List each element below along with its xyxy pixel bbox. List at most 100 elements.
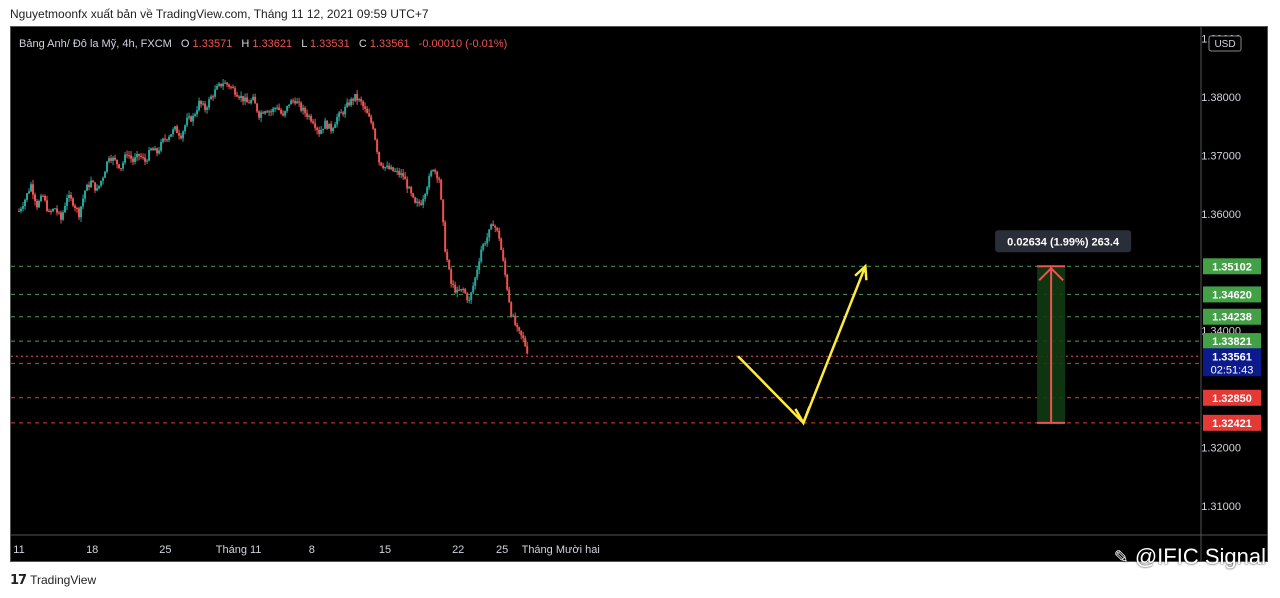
candle-body <box>346 102 349 107</box>
candle-body <box>522 335 525 339</box>
candle-body <box>492 224 495 227</box>
x-tick-label: 25 <box>159 544 171 556</box>
candle-body <box>502 249 505 261</box>
candle-body <box>386 165 389 168</box>
candle-body <box>142 157 145 159</box>
candle-body <box>516 324 519 328</box>
candle-body <box>462 288 465 290</box>
price-level-lines <box>11 265 1201 424</box>
candle-body <box>390 167 393 170</box>
measure-label-bg <box>995 230 1132 253</box>
candle-body <box>140 155 143 158</box>
candle-body <box>384 167 387 169</box>
candle-body <box>360 99 363 102</box>
candle-body <box>106 161 109 172</box>
candle-body <box>460 288 463 291</box>
candle-body <box>40 195 43 201</box>
candle-body <box>162 138 165 142</box>
candle-body <box>364 106 367 109</box>
candle-body <box>84 190 87 199</box>
candle-body <box>326 120 329 129</box>
arrow-head <box>854 263 868 281</box>
candle-body <box>278 107 281 110</box>
candle-body <box>310 115 313 122</box>
candle-body <box>276 107 279 109</box>
price-level-text: 1.34238 <box>1212 312 1252 324</box>
candle-body <box>174 126 177 130</box>
candle-body <box>308 115 311 117</box>
candle-body <box>120 168 123 170</box>
candle-body <box>108 158 111 162</box>
candle-body <box>166 139 169 141</box>
candle-body <box>212 96 215 98</box>
candle-body <box>470 292 473 300</box>
candle-body <box>366 108 369 114</box>
candle-body <box>90 180 93 188</box>
feather-icon: ✎ <box>1113 546 1129 567</box>
candle-body <box>36 200 39 208</box>
candle-body <box>472 285 475 293</box>
candle-body <box>514 315 517 325</box>
candle-body <box>200 100 203 105</box>
candle-body <box>406 179 409 189</box>
price-level-text: 1.34620 <box>1212 289 1252 301</box>
candle-body <box>80 206 83 218</box>
candle-body <box>248 102 251 104</box>
candle-body <box>118 164 121 169</box>
candle-body <box>44 196 47 201</box>
candle-body <box>412 193 415 198</box>
candle-body <box>172 129 175 135</box>
price-level-text: 1.32421 <box>1212 418 1252 430</box>
candle-body <box>322 128 325 130</box>
price-chart-svg[interactable]: 0.02634 (1.99%) 263.4 1.390001.380001.37… <box>11 27 1267 561</box>
candle-body <box>300 102 303 111</box>
x-tick-label: 18 <box>86 544 98 556</box>
candle-body <box>182 131 185 139</box>
candle-body <box>306 113 309 117</box>
candle-body <box>356 93 359 101</box>
candle-body <box>256 103 259 112</box>
candle-body <box>272 108 275 112</box>
candle-body <box>414 197 417 203</box>
price-level-tag <box>1203 333 1261 350</box>
chart-area[interactable]: 0.02634 (1.99%) 263.4 1.390001.380001.37… <box>10 26 1268 562</box>
price-level-tag <box>1203 258 1261 275</box>
candle-body <box>466 293 469 301</box>
candle-body <box>368 113 371 117</box>
y-tick-label: 1.36000 <box>1201 209 1241 221</box>
candle-body <box>456 289 459 293</box>
measure-label-text: 0.02634 (1.99%) 263.4 <box>1007 236 1120 248</box>
projection-arrow <box>737 263 868 426</box>
candle-body <box>420 203 423 206</box>
candle-body <box>252 96 255 101</box>
x-tick-label: 22 <box>452 544 464 556</box>
candle-body <box>318 129 321 134</box>
candle-body <box>518 327 521 331</box>
tradingview-mark-icon: 𝟭𝟳 <box>10 572 27 587</box>
candle-body <box>332 127 335 132</box>
candle-body <box>102 177 105 181</box>
candle-body <box>178 133 181 136</box>
candle-body <box>458 289 461 291</box>
x-tick-label: 25 <box>496 544 508 556</box>
candle-body <box>320 129 323 134</box>
high-value: 1.33621 <box>252 38 292 50</box>
candle-body <box>524 338 527 347</box>
candle-body <box>110 158 113 161</box>
candle-body <box>476 269 479 278</box>
candle-body <box>396 170 399 172</box>
candle-body <box>262 112 265 114</box>
candle-body <box>114 157 117 160</box>
candle-body <box>370 116 373 123</box>
candle-body <box>324 120 327 129</box>
candle-body <box>316 127 319 130</box>
candle-body <box>286 105 289 112</box>
candle-body <box>378 151 381 163</box>
candle-body <box>62 212 65 220</box>
candle-body <box>246 97 249 103</box>
candle-body <box>244 97 247 102</box>
tradingview-logo[interactable]: 𝟭𝟳 TradingView <box>10 572 96 588</box>
currency-badge[interactable]: USD <box>1208 35 1242 52</box>
candle-body <box>474 277 477 286</box>
candle-body <box>56 208 59 213</box>
